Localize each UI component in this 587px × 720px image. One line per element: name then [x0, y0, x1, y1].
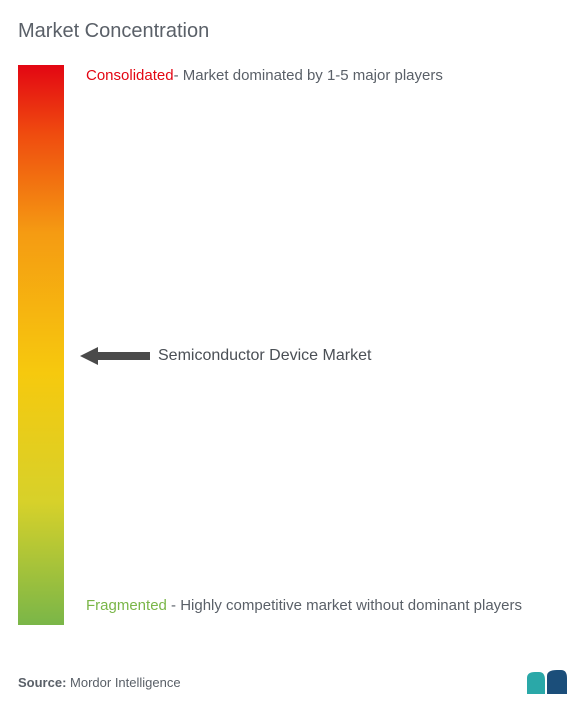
market-marker: Semiconductor Device Market: [80, 346, 371, 366]
fragmented-desc: - Highly competitive market without domi…: [167, 597, 522, 614]
source-value: Mordor Intelligence: [70, 675, 181, 690]
fragmented-accent: Fragmented: [86, 597, 167, 614]
source-text: Source: Mordor Intelligence: [18, 675, 181, 690]
fragmented-label: Fragmented - Highly competitive market w…: [86, 592, 569, 619]
arrow-left-icon: [80, 346, 150, 366]
consolidated-desc: - Market dominated by 1-5 major players: [174, 67, 443, 84]
footer: Source: Mordor Intelligence: [18, 668, 569, 696]
source-label: Source:: [18, 675, 66, 690]
gradient-bar: [18, 65, 64, 625]
mordor-logo-icon: [525, 668, 569, 696]
page-title: Market Concentration: [18, 20, 569, 43]
concentration-scale: Consolidated- Market dominated by 1-5 ma…: [18, 65, 569, 625]
scale-labels: Consolidated- Market dominated by 1-5 ma…: [64, 65, 569, 625]
consolidated-accent: Consolidated: [86, 67, 174, 84]
marker-label: Semiconductor Device Market: [158, 347, 371, 365]
consolidated-label: Consolidated- Market dominated by 1-5 ma…: [86, 65, 569, 88]
